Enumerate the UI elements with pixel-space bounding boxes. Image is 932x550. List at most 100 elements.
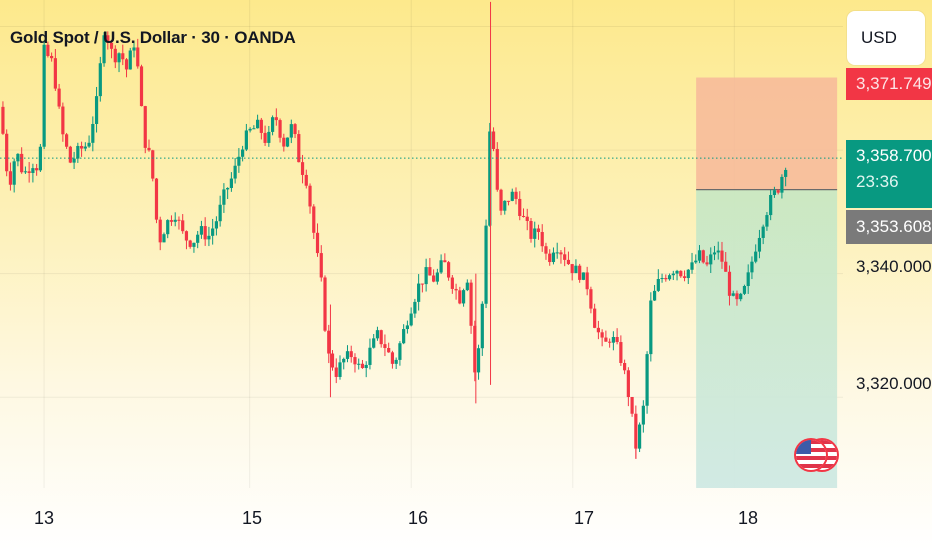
candle-body (372, 338, 376, 348)
currency-button[interactable]: USD (847, 11, 925, 65)
candle-body (765, 215, 769, 227)
candle-body (53, 58, 57, 89)
candle-body (16, 153, 20, 162)
candle-body (533, 228, 537, 239)
candle-body (121, 53, 125, 60)
candle-body (72, 158, 76, 163)
candle-body (499, 189, 503, 211)
candle-body (259, 119, 263, 133)
entry-price-tag: 3,353.608 (846, 210, 932, 244)
candle-body (166, 220, 170, 235)
candle-body (769, 194, 773, 216)
candle-body (76, 145, 80, 159)
candle-body (630, 396, 634, 414)
candle-body (480, 303, 484, 349)
candle-body (1, 106, 5, 134)
candle-body (42, 44, 46, 147)
candle-body (402, 329, 406, 344)
candle-body (604, 337, 608, 342)
candle-body (20, 153, 24, 173)
candle-body (233, 165, 237, 179)
y-tick-label: 3,320.000 (856, 374, 932, 393)
candle-body (615, 337, 619, 343)
candle-body (525, 216, 529, 221)
candle-body (248, 128, 252, 131)
candle-body (50, 55, 54, 59)
candle-body (750, 261, 754, 273)
x-tick-label: 13 (33, 508, 55, 528)
last-price-value: 3,358.700 (856, 146, 932, 165)
stop-price-tag: 3,371.749 (846, 68, 932, 100)
candle-body (578, 265, 582, 280)
candle-body (637, 424, 642, 449)
candle-body (375, 330, 380, 339)
candle-body (593, 308, 597, 328)
candle-body (136, 47, 140, 67)
candle-body (757, 237, 762, 252)
candle-body (61, 106, 65, 135)
candle-body (252, 128, 256, 130)
candle-body (229, 178, 233, 188)
candle-body (139, 66, 144, 107)
candle-body (323, 277, 327, 331)
candle-body (192, 242, 196, 247)
candle-body (540, 232, 544, 247)
candle-body (611, 337, 615, 343)
candle-body (334, 367, 338, 377)
candle-body (585, 272, 589, 290)
candle-body (581, 272, 586, 280)
candle-body (102, 35, 106, 64)
candle-body (446, 262, 451, 278)
candle-body (697, 250, 702, 261)
candle-body (184, 231, 189, 241)
candle-body (113, 48, 117, 63)
candle-body (282, 137, 286, 147)
candle-body (349, 351, 353, 358)
candle-body (222, 189, 226, 205)
candle-body (226, 187, 230, 190)
candle-body (488, 131, 492, 226)
candle-body (559, 252, 563, 255)
candle-body (754, 251, 758, 262)
candle-body (686, 269, 690, 279)
candle-body (143, 106, 147, 148)
candle-body (147, 147, 151, 151)
candle-body (731, 293, 735, 296)
candle-body (705, 262, 709, 265)
candle-body (203, 226, 207, 240)
candle-body (589, 289, 593, 309)
candle-body (510, 191, 514, 201)
candle-body (503, 200, 507, 211)
candle-body (5, 133, 9, 172)
candle-body (106, 35, 110, 43)
candle-body (364, 364, 368, 369)
candle-body (709, 254, 713, 265)
candle-body (536, 228, 541, 233)
candle-body (761, 226, 765, 238)
candle-body (31, 168, 35, 174)
candle-body (278, 120, 282, 138)
candle-body (390, 352, 395, 364)
candle-body (454, 288, 458, 291)
candle-body (237, 156, 241, 166)
candle-body (338, 362, 342, 377)
candle-body (428, 267, 432, 276)
us-flag-icon[interactable] (793, 432, 839, 478)
x-tick-label: 16 (407, 508, 429, 528)
stop-price-value: 3,371.749 (856, 74, 932, 93)
candle-body (772, 190, 777, 195)
candle-body (529, 220, 533, 239)
x-tick-label: 18 (737, 508, 759, 528)
candle-body (263, 132, 267, 143)
candle-body (98, 63, 102, 97)
y-tick-label: 3,340.000 (856, 257, 932, 276)
candle-body (353, 357, 357, 365)
candle-body (432, 275, 436, 282)
candle-body (443, 260, 447, 263)
candle-body (682, 276, 687, 279)
candle-body (327, 330, 331, 354)
stop-zone (696, 77, 838, 190)
candle-body (458, 290, 462, 304)
candle-body (345, 351, 350, 359)
